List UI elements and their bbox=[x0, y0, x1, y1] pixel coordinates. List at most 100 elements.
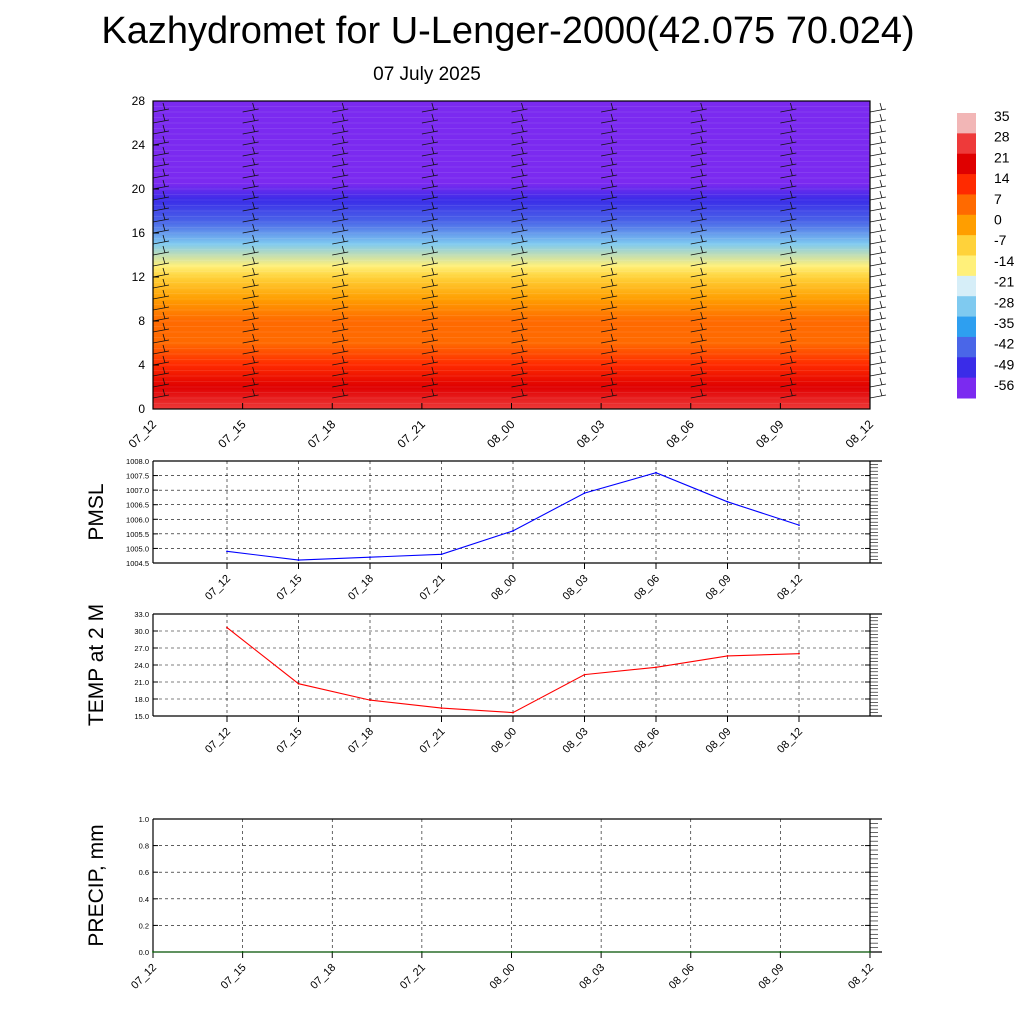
wind-barb-flag bbox=[341, 223, 345, 232]
x-tick-label: 07_12 bbox=[126, 417, 160, 451]
y-tick-label: 15.0 bbox=[134, 712, 149, 721]
wind-barb-flag bbox=[341, 168, 345, 177]
wind-barb-flag bbox=[341, 388, 345, 397]
wind-barb-flag bbox=[789, 157, 793, 166]
wind-barb bbox=[152, 174, 170, 179]
wind-barb bbox=[601, 306, 618, 311]
wind-barb bbox=[332, 119, 349, 124]
wind-barb-flag bbox=[252, 278, 256, 287]
wind-barb-flag bbox=[879, 333, 883, 342]
wind-barb-flag bbox=[789, 377, 793, 386]
wind-barb-flag bbox=[252, 256, 256, 265]
data-point bbox=[726, 655, 729, 657]
wind-barb-flag bbox=[162, 333, 166, 342]
wind-barb-flag bbox=[252, 135, 256, 144]
wind-barb-flag bbox=[341, 201, 345, 210]
wind-barb-flag bbox=[700, 300, 704, 309]
y-tick-label: 8 bbox=[138, 314, 145, 328]
wind-barb bbox=[601, 361, 618, 366]
wind-barb bbox=[690, 361, 707, 366]
wind-barb-flag bbox=[879, 124, 883, 133]
wind-barb-flag bbox=[341, 146, 345, 155]
data-point bbox=[510, 951, 513, 953]
wind-barb bbox=[242, 163, 259, 168]
wind-barb-flag bbox=[789, 278, 793, 287]
wind-barb bbox=[690, 383, 707, 388]
wind-barb-flag bbox=[162, 157, 166, 166]
wind-barb bbox=[421, 196, 438, 201]
wind-barb-flag bbox=[789, 267, 793, 276]
y-tick-label: 24.0 bbox=[134, 661, 149, 670]
wind-barb-flag bbox=[700, 223, 704, 232]
wind-barb-flag bbox=[521, 146, 524, 155]
wind-barb bbox=[601, 196, 618, 201]
wind-barb-flag bbox=[521, 300, 524, 309]
wind-barb-flag bbox=[610, 388, 614, 397]
wind-barb bbox=[690, 306, 707, 311]
x-tick-label: 07_18 bbox=[346, 573, 376, 603]
wind-barb bbox=[332, 108, 349, 113]
wind-barb-flag bbox=[252, 388, 256, 397]
wind-barb bbox=[511, 240, 528, 245]
wind-barb-flag bbox=[789, 289, 793, 298]
wind-barb bbox=[511, 383, 528, 388]
wind-barb-flag bbox=[162, 234, 166, 243]
wind-barb-flag bbox=[610, 190, 614, 199]
wind-barb bbox=[421, 163, 438, 168]
wind-barb bbox=[601, 394, 618, 399]
wind-barb-flag bbox=[431, 344, 435, 353]
wind-barb bbox=[152, 328, 170, 333]
wind-barb bbox=[421, 328, 438, 333]
wind-barb-flag bbox=[431, 201, 435, 210]
colorbar-label: 7 bbox=[994, 191, 1002, 207]
wind-barb bbox=[242, 339, 259, 344]
wind-barb bbox=[511, 372, 528, 377]
wind-barb bbox=[690, 152, 707, 157]
wind-barb bbox=[152, 130, 170, 135]
wind-barb bbox=[869, 361, 887, 366]
colorbar-swatch bbox=[957, 113, 976, 134]
wind-barb-flag bbox=[789, 344, 793, 353]
wind-barb-flag bbox=[252, 267, 256, 276]
wind-barb bbox=[869, 207, 887, 212]
wind-barb bbox=[780, 295, 797, 300]
y-tick-label: 16 bbox=[132, 226, 146, 240]
wind-barb-flag bbox=[700, 322, 704, 331]
wind-barb bbox=[869, 372, 887, 377]
wind-barb bbox=[511, 185, 528, 190]
wind-barb-flag bbox=[431, 311, 435, 320]
wind-barb-flag bbox=[521, 256, 524, 265]
wind-barb bbox=[690, 130, 707, 135]
x-tick-label: 07_12 bbox=[129, 962, 159, 992]
wind-barb bbox=[511, 229, 528, 234]
wind-barb-flag bbox=[789, 245, 793, 254]
wind-barb bbox=[601, 207, 618, 212]
wind-barb-flag bbox=[521, 377, 524, 386]
wind-barb-flag bbox=[252, 168, 256, 177]
precip-panel: 0.0 0.2 0.4 0.6 0.8 1.0 07_12 07_15 07_18 07_21 08… bbox=[85, 815, 882, 992]
wind-barb bbox=[421, 394, 438, 399]
y-tick-label: 21.0 bbox=[134, 678, 149, 687]
wind-barb-flag bbox=[341, 278, 345, 287]
wind-barb-flag bbox=[341, 102, 345, 111]
wind-barb-flag bbox=[162, 289, 166, 298]
y-tick-label: 0.6 bbox=[139, 868, 149, 877]
wind-barb-flag bbox=[789, 333, 793, 342]
colorbar-swatch bbox=[957, 255, 976, 277]
wind-barb bbox=[511, 350, 528, 355]
wind-barb-flag bbox=[610, 212, 614, 221]
wind-barb bbox=[690, 141, 707, 146]
wind-barb bbox=[869, 196, 887, 201]
wind-barb-flag bbox=[610, 168, 614, 177]
wind-barb bbox=[690, 251, 707, 256]
data-point bbox=[798, 524, 800, 527]
wind-barb bbox=[332, 383, 349, 388]
wind-barb-flag bbox=[162, 190, 166, 199]
wind-barb bbox=[780, 361, 797, 366]
wind-barb bbox=[421, 174, 438, 179]
wind-barb bbox=[332, 229, 349, 234]
wind-barb bbox=[242, 372, 259, 377]
wind-barb-flag bbox=[879, 388, 883, 397]
wind-barb bbox=[511, 339, 528, 344]
